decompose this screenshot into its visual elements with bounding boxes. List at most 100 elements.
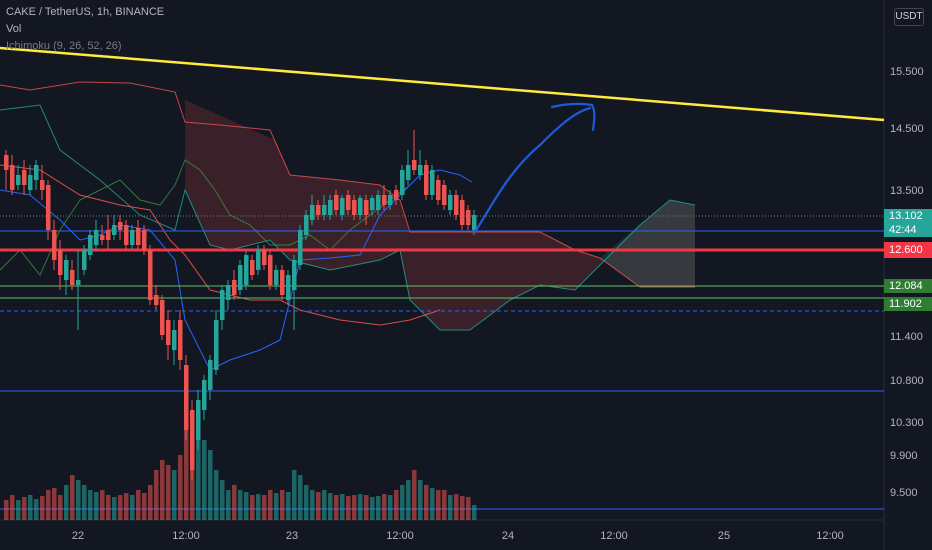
volume-bar (268, 490, 273, 520)
ichimoku-cloud-bearish (185, 100, 695, 330)
candle (166, 320, 171, 345)
candle (274, 270, 279, 285)
candle (202, 380, 207, 410)
candle (40, 180, 45, 190)
candle (406, 165, 411, 180)
candle (466, 210, 471, 225)
candle (298, 230, 303, 265)
volume-bar (166, 465, 171, 520)
candle (112, 225, 117, 235)
candle (394, 190, 399, 200)
price-tick: 10.800 (890, 375, 924, 387)
volume-bar (202, 440, 207, 520)
candle (412, 160, 417, 170)
symbol-legend[interactable]: CAKE / TetherUS, 1h, BINANCE (6, 6, 164, 18)
volume-bar (64, 485, 69, 520)
candle (58, 250, 63, 275)
time-tick: 12:00 (172, 530, 200, 542)
volume-bar (406, 480, 411, 520)
candle (184, 365, 189, 430)
volume-bar (340, 494, 345, 520)
candle (124, 225, 129, 245)
volume-bar (184, 400, 189, 520)
candle (364, 200, 369, 215)
chikou-span (0, 159, 411, 276)
candle (52, 230, 57, 260)
candle (286, 275, 291, 300)
volume-bar (460, 496, 465, 520)
candle (208, 360, 213, 390)
volume-bar (4, 500, 9, 520)
volume-bar (256, 494, 261, 520)
candle (442, 185, 447, 205)
ichimoku-legend[interactable]: Ichimoku (9, 26, 52, 26) (6, 40, 122, 52)
volume-bar (250, 495, 255, 520)
volume-bar (124, 493, 129, 520)
volume-bar (136, 490, 141, 520)
candle (154, 295, 159, 305)
volume-bar (472, 505, 477, 520)
candle (10, 165, 15, 190)
candle (448, 195, 453, 210)
time-tick: 25 (717, 530, 731, 542)
currency-unit-button[interactable]: USDT (894, 8, 924, 26)
volume-bar (172, 470, 177, 520)
candle (262, 250, 267, 265)
candle (94, 230, 99, 245)
time-tick: 23 (285, 530, 299, 542)
volume-bar (382, 494, 387, 520)
volume-bar (346, 496, 351, 520)
candle (322, 205, 327, 215)
ichimoku-cloud-bullish (600, 200, 695, 287)
volume-bar (28, 495, 33, 520)
candle (160, 300, 165, 335)
candle (328, 200, 333, 215)
volume-bar (94, 492, 99, 520)
candle (382, 195, 387, 205)
volume-legend[interactable]: Vol (6, 23, 21, 35)
volume-bar (190, 410, 195, 520)
candle (346, 195, 351, 210)
volume-bar (322, 490, 327, 520)
volume-bar (52, 488, 57, 520)
volume-label: Vol (6, 23, 22, 35)
volume-bar (112, 497, 117, 520)
time-tick: 12:00 (386, 530, 414, 542)
volume-bar (82, 485, 87, 520)
volume-bar (286, 492, 291, 520)
candle (64, 260, 69, 280)
candle (34, 165, 39, 180)
volume-bar (118, 495, 123, 520)
volume-bar (454, 494, 459, 520)
candle (178, 320, 183, 360)
time-tick: 22 (71, 530, 85, 542)
candle (430, 170, 435, 195)
volume-bar (106, 495, 111, 520)
candle (418, 165, 423, 175)
volume-bar (442, 490, 447, 520)
volume-bar (262, 495, 267, 520)
volume-bar (316, 492, 321, 520)
ichimoku-label: Ichimoku (9, 26, 52, 26) (6, 40, 122, 52)
volume-bar (58, 495, 63, 520)
volume-bar (448, 495, 453, 520)
volume-bar (364, 495, 369, 520)
volume-bar (388, 495, 393, 520)
candle (310, 205, 315, 220)
volume-bar (376, 496, 381, 520)
candle (244, 255, 249, 285)
volume-bar (244, 492, 249, 520)
candle (292, 260, 297, 290)
candle (130, 230, 135, 245)
candle (334, 195, 339, 210)
volume-bar (46, 490, 51, 520)
red-level-label: 12.600 (884, 242, 932, 258)
candle (268, 255, 273, 285)
candle (28, 175, 33, 190)
volume-bar (358, 494, 363, 520)
price-tick: 9.500 (890, 487, 918, 499)
volume-bar (352, 495, 357, 520)
candle (148, 250, 153, 300)
